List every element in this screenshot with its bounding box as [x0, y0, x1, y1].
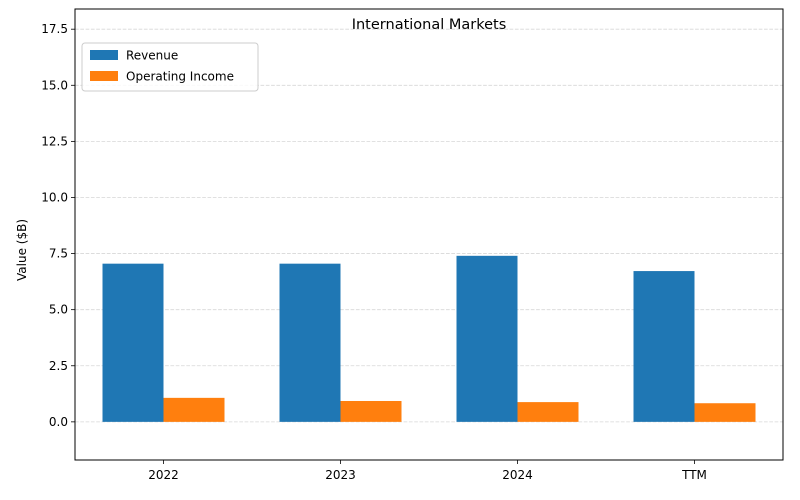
y-tick-label: 7.5: [49, 247, 68, 261]
bars: [102, 255, 756, 422]
y-tick-label: 0.0: [49, 415, 68, 429]
x-axis-ticks: 2022 2023 2024 TTM: [148, 460, 707, 482]
y-tick-label: 15.0: [41, 78, 68, 92]
x-tick-label: 2024: [502, 468, 533, 482]
y-tick-label: 5.0: [49, 303, 68, 317]
bar-operating-income-2024: [517, 402, 579, 422]
legend-entry: Revenue: [126, 49, 178, 63]
x-tick-label: 2023: [325, 468, 356, 482]
y-axis-label: Value ($B): [15, 219, 29, 281]
y-tick-label: 17.5: [41, 22, 68, 36]
bar-operating-income-ttm: [694, 403, 756, 422]
bar-revenue-ttm: [633, 271, 695, 422]
legend: Revenue Operating Income: [81, 42, 259, 92]
y-tick-label: 12.5: [41, 134, 68, 148]
y-tick-label: 2.5: [49, 359, 68, 373]
legend-frame: [81, 42, 259, 92]
y-tick-label: 10.0: [41, 190, 68, 204]
chart-title: International Markets: [352, 17, 507, 33]
bar-revenue-2023: [279, 263, 341, 422]
y-axis-ticks: 0.0 2.5 5.0 7.5 10.0 12.5 15.0 17.5: [41, 22, 75, 429]
x-tick-label: 2022: [148, 468, 179, 482]
bar-revenue-2022: [102, 263, 164, 422]
legend-entry: Operating Income: [126, 70, 234, 84]
bar-operating-income-2023: [340, 400, 402, 422]
legend-swatch: [90, 71, 118, 81]
bar-operating-income-2022: [163, 397, 225, 422]
bar-revenue-2024: [456, 255, 518, 422]
legend-swatch: [90, 50, 118, 60]
plot-frame: [74, 8, 784, 461]
x-tick-label: TTM: [681, 468, 707, 482]
